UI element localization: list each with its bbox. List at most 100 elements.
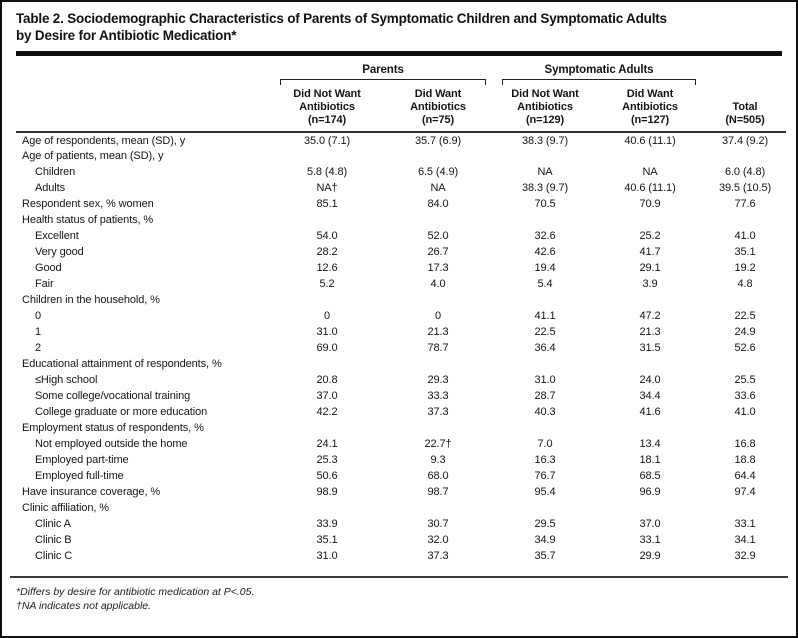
column-header-total: Total (N=505): [725, 101, 765, 126]
cell-value: 0: [434, 310, 442, 322]
table-row: 1 31.0 21.3 22.5 21.3 24.9: [16, 324, 786, 340]
cell-value: NA: [537, 166, 553, 178]
title-divider-bar: [16, 51, 782, 56]
cell-value: 40.6 (11.1): [624, 134, 676, 147]
cell-value: [704, 500, 786, 516]
cell-value: [272, 356, 382, 372]
cell-value: 42.6: [534, 246, 556, 258]
cell-value: 52.0: [427, 230, 449, 242]
cell-value: [596, 500, 704, 516]
cell-value: 35.7: [534, 550, 556, 562]
cell-value: [494, 420, 596, 436]
cell-value: 21.3: [639, 326, 661, 338]
cell-value: 33.6: [734, 390, 756, 402]
cell-value: 39.5 (10.5): [718, 182, 772, 194]
cell-value: 24.0: [639, 374, 661, 386]
cell-value: 31.0: [316, 326, 338, 338]
cell-value: 18.8: [734, 454, 756, 466]
cell-value: [382, 356, 494, 372]
cell-value: [382, 148, 494, 164]
cell-value: 12.6: [316, 262, 338, 274]
cell-value: [382, 292, 494, 308]
cell-value: [704, 420, 786, 436]
row-label: Children in the household, %: [22, 294, 160, 306]
cell-value: 84.0: [427, 198, 449, 210]
cell-value: NA: [642, 166, 658, 178]
table-row: Good 12.6 17.3 19.4 29.1 19.2: [16, 260, 786, 276]
cell-value: 52.6: [734, 342, 756, 354]
cell-value: 13.4: [639, 438, 661, 450]
cell-value: 35.0 (7.1): [303, 134, 351, 147]
row-label: Employed full-time: [35, 470, 124, 482]
row-label: Employed part-time: [35, 454, 129, 466]
cell-value: 33.9: [316, 518, 338, 530]
cell-value: 6.0 (4.8): [724, 166, 766, 178]
cell-value: 19.4: [534, 262, 556, 274]
spanner-bracket-parents: [280, 79, 486, 85]
cell-value: 24.9: [734, 326, 756, 338]
cell-value: 31.5: [639, 342, 661, 354]
table-row: Clinic A 33.9 30.7 29.5 37.0 33.1: [16, 516, 786, 532]
cell-value: 98.7: [427, 486, 449, 498]
cell-value: 34.4: [639, 390, 661, 402]
cell-value: 17.3: [427, 262, 449, 274]
cell-value: 37.3: [427, 406, 449, 418]
cell-value: 16.3: [534, 454, 556, 466]
cell-value: 22.7†: [424, 438, 452, 450]
footer-divider-rule: [10, 576, 788, 578]
cell-value: 38.3 (9.7): [521, 182, 569, 194]
cell-value: 78.7: [427, 342, 449, 354]
table-row: Fair 5.2 4.0 5.4 3.9 4.8: [16, 276, 786, 292]
cell-value: [596, 148, 704, 164]
cell-value: [272, 212, 382, 228]
cell-value: 38.3 (9.7): [521, 134, 569, 147]
cell-value: 40.3: [534, 406, 556, 418]
cell-value: 0: [323, 310, 331, 322]
cell-value: 33.3: [427, 390, 449, 402]
cell-value: 30.7: [427, 518, 449, 530]
column-header-row: Did Not Want Antibiotics (n=174) Did Wan…: [16, 85, 786, 132]
cell-value: 35.1: [734, 246, 756, 258]
cell-value: 22.5: [734, 310, 756, 322]
row-label: 0: [35, 310, 42, 322]
row-label: ≤High school: [35, 374, 98, 386]
cell-value: 28.7: [534, 390, 556, 402]
cell-value: 97.4: [734, 486, 756, 498]
cell-value: 37.0: [639, 518, 661, 530]
cell-value: [596, 212, 704, 228]
cell-value: [596, 420, 704, 436]
cell-value: NA†: [316, 182, 338, 194]
cell-value: [596, 292, 704, 308]
cell-value: 32.9: [734, 550, 756, 562]
cell-value: 32.6: [534, 230, 556, 242]
cell-value: 28.2: [316, 246, 338, 258]
cell-value: 5.2: [319, 278, 335, 290]
cell-value: 64.4: [734, 470, 756, 482]
cell-value: 41.6: [639, 406, 661, 418]
cell-value: 6.5 (4.9): [417, 166, 459, 178]
cell-value: 69.0: [316, 342, 338, 354]
cell-value: 77.6: [734, 198, 756, 210]
spanner-bracket-symptomatic-adults: [502, 79, 696, 85]
table-body: Age of respondents, mean (SD), y 35.0 (7.…: [16, 132, 786, 564]
table-row: Very good 28.2 26.7 42.6 41.7 35.1: [16, 244, 786, 260]
cell-value: 25.2: [639, 230, 661, 242]
cell-value: 29.9: [639, 550, 661, 562]
table-row: 0 0 0 41.1 47.2 22.5: [16, 308, 786, 324]
cell-value: 31.0: [534, 374, 556, 386]
cell-value: 35.1: [316, 534, 338, 546]
row-label: Children: [35, 166, 76, 178]
cell-value: [494, 292, 596, 308]
cell-value: [704, 356, 786, 372]
header-spacer: [16, 85, 272, 132]
cell-value: 41.0: [734, 230, 756, 242]
cell-value: 37.0: [316, 390, 338, 402]
cell-value: [596, 356, 704, 372]
row-label: Not employed outside the home: [35, 438, 188, 450]
cell-value: 68.5: [639, 470, 661, 482]
cell-value: [382, 420, 494, 436]
column-header-parents-did-want: Did Want Antibiotics (n=75): [410, 88, 466, 126]
cell-value: [382, 212, 494, 228]
cell-value: 34.9: [534, 534, 556, 546]
